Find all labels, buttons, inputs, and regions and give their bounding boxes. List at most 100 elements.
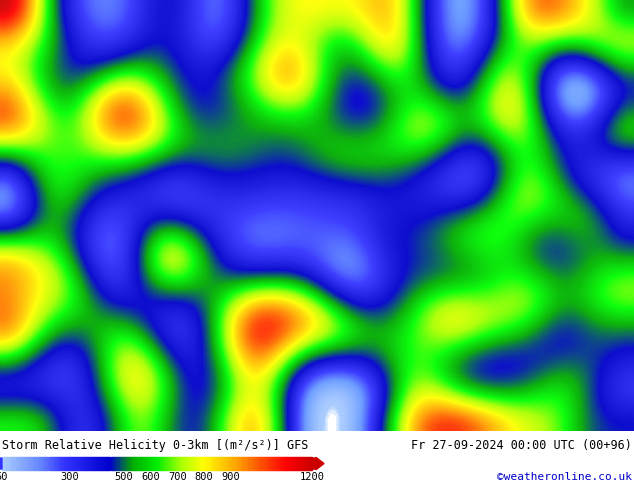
Bar [67,457,68,470]
Bar [221,457,222,470]
Bar [196,457,197,470]
Bar [166,457,168,470]
Bar [15,457,16,470]
Bar [89,457,91,470]
Bar [169,457,171,470]
Bar [55,457,56,470]
Bar [252,457,253,470]
Bar [138,457,140,470]
FancyArrow shape [0,457,2,470]
Bar [183,457,185,470]
Bar [75,457,77,470]
Bar [269,457,270,470]
Bar [56,457,58,470]
Text: 300: 300 [60,472,79,482]
Bar [25,457,27,470]
Bar [207,457,208,470]
Bar [44,457,46,470]
Bar [193,457,194,470]
Bar [182,457,183,470]
Bar [124,457,126,470]
Bar [253,457,255,470]
Bar [23,457,25,470]
Bar [301,457,302,470]
Bar [30,457,32,470]
Bar [117,457,119,470]
Bar [280,457,281,470]
Bar [250,457,252,470]
Bar [210,457,211,470]
Bar [287,457,288,470]
Bar [29,457,30,470]
Bar [284,457,286,470]
Bar [95,457,96,470]
Bar [160,457,162,470]
Bar [200,457,202,470]
Bar [249,457,250,470]
Bar [107,457,109,470]
Text: 900: 900 [222,472,240,482]
Bar [211,457,213,470]
Bar [64,457,65,470]
Bar [27,457,29,470]
Bar [65,457,67,470]
Bar [6,457,8,470]
Bar [100,457,101,470]
Bar [273,457,275,470]
Bar [233,457,235,470]
Bar [244,457,245,470]
Bar [105,457,106,470]
Bar [152,457,154,470]
Bar [2,457,4,470]
Bar [20,457,22,470]
Bar [262,457,264,470]
Bar [68,457,70,470]
Bar [219,457,221,470]
Bar [174,457,176,470]
Bar [133,457,134,470]
Bar [70,457,72,470]
Bar [82,457,84,470]
Bar [19,457,20,470]
Bar [306,457,307,470]
Bar [77,457,78,470]
Bar [216,457,217,470]
Bar [275,457,276,470]
Bar [36,457,37,470]
Bar [8,457,10,470]
Bar [5,457,6,470]
Bar [50,457,51,470]
Bar [37,457,39,470]
Bar [236,457,238,470]
Text: ©weatheronline.co.uk: ©weatheronline.co.uk [497,472,632,482]
Bar [4,457,5,470]
Bar [256,457,258,470]
Bar [63,457,64,470]
Bar [298,457,300,470]
Bar [92,457,93,470]
Bar [255,457,256,470]
Bar [186,457,188,470]
Bar [96,457,98,470]
Bar [264,457,266,470]
Bar [288,457,290,470]
Bar [185,457,186,470]
Bar [115,457,117,470]
Bar [228,457,230,470]
Bar [106,457,107,470]
Bar [214,457,216,470]
Bar [61,457,63,470]
Bar [79,457,81,470]
Bar [307,457,309,470]
Bar [127,457,129,470]
Bar [197,457,199,470]
Bar [171,457,172,470]
Bar [22,457,23,470]
Bar [163,457,165,470]
Bar [42,457,44,470]
Bar [123,457,124,470]
Bar [84,457,86,470]
Bar [225,457,227,470]
Bar [53,457,55,470]
Text: 800: 800 [195,472,214,482]
